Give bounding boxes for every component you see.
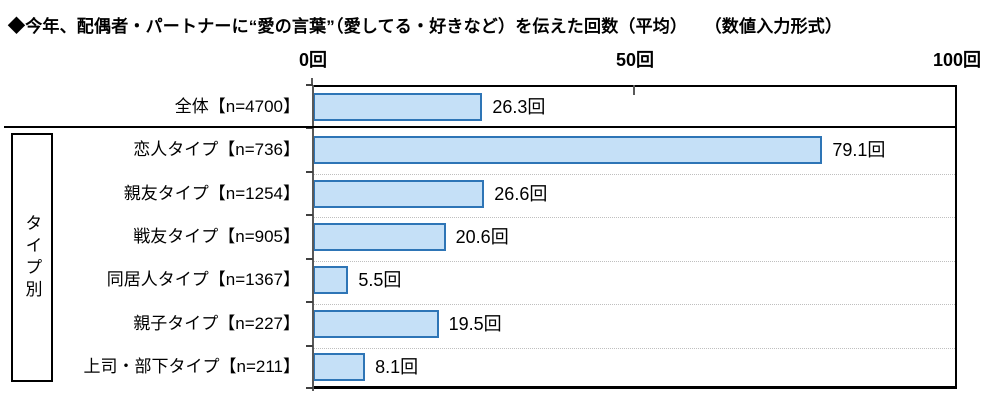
row-label-bestfriend-type: 親友タイプ【n=1254】 [123,183,300,203]
category-axis-tick [306,301,313,304]
category-axis-tick [306,127,313,130]
bar-overall [313,92,483,121]
bar-value-label: 79.1回 [832,140,886,161]
bar-value-label: 19.5回 [448,313,502,334]
bar-bestfriend-type [313,179,485,208]
bar-value-label: 5.5回 [358,270,402,291]
type-group-box: タイプ別 [11,133,53,382]
category-axis-tick [306,257,313,260]
plot-area: 26.3回 79.1回 26.6回 20.6回 5.5回 19.5回 8.1回 [313,85,957,389]
gridline [313,173,955,175]
bar-value-label: 26.6回 [494,183,548,204]
bar-comrade-type [313,223,446,251]
axis-tick-label-0: 0回 [298,50,328,70]
bar-boss-subordinate-type [313,353,366,382]
category-axis-tick [306,214,313,217]
category-axis-tick [306,344,313,347]
category-axis-tick [306,84,313,86]
axis-tick-label-100: 100回 [932,50,982,70]
row-label-overall: 全体【n=4700】 [174,96,300,116]
bar-parentchild-type [313,309,439,338]
bar-lover-type [313,136,823,165]
gridline [313,347,955,349]
bar-value-label: 26.3回 [492,96,546,117]
type-group-label: タイプ別 [22,213,42,302]
gridline [313,304,955,306]
bar-housemate-type [313,266,349,295]
gridline [313,217,955,219]
bar-value-label: 20.6回 [455,227,509,247]
axis-tick-mark-50 [633,85,635,95]
chart-title: ◆今年、配偶者・パートナーに“愛の言葉”（愛してる・好きなど）を伝えた回数（平均… [8,17,843,36]
gridline [313,260,955,262]
category-axis-line [312,85,314,391]
row-label-housemate-type: 同居人タイプ【n=1367】 [106,270,300,290]
bar-value-label: 8.1回 [375,357,419,378]
row-label-comrade-type: 戦友タイプ【n=905】 [133,227,300,246]
row-label-lover-type: 恋人タイプ【n=736】 [133,140,300,160]
category-axis-tick [306,170,313,173]
axis-tick-mark-0 [311,78,313,86]
row-label-boss-subordinate-type: 上司・部下タイプ【n=211】 [83,357,300,377]
overall-group-separator-line [4,126,957,128]
axis-tick-label-50: 50回 [615,50,655,70]
row-label-parentchild-type: 親子タイプ【n=227】 [133,313,300,333]
category-axis-tick [306,387,313,389]
